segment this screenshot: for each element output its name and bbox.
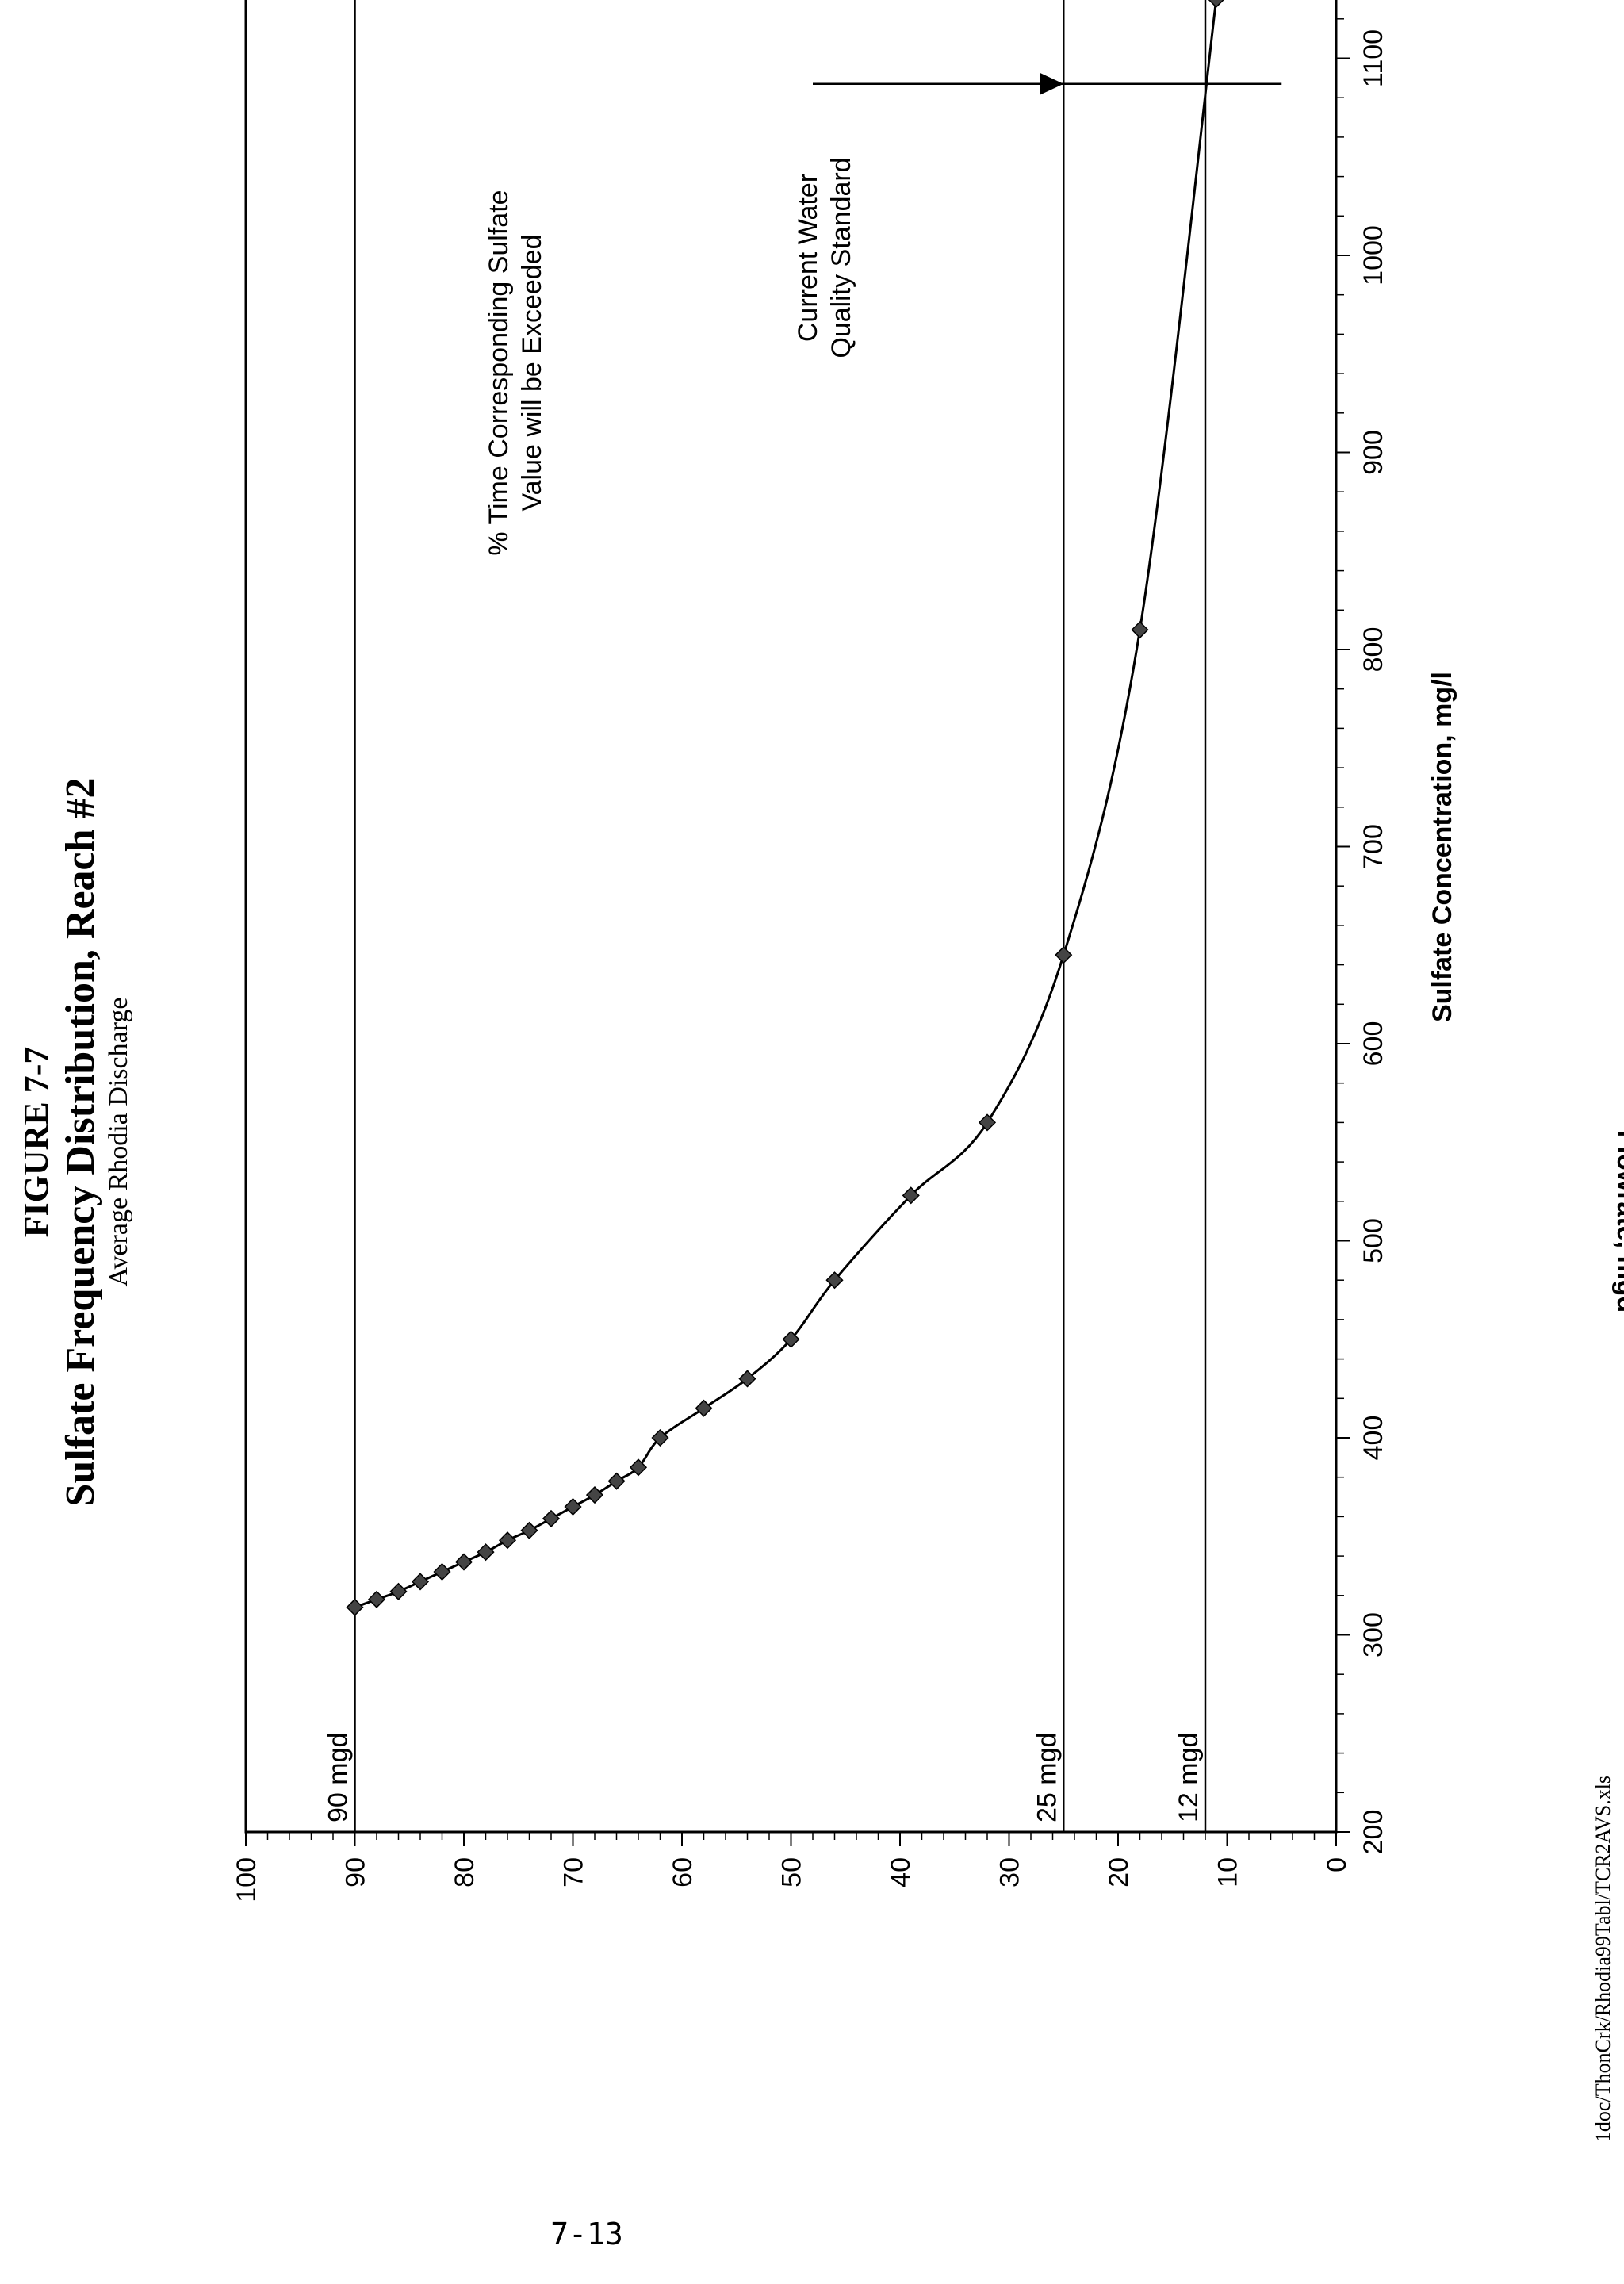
legend-note-line1: % Time Corresponding Sulfate bbox=[484, 190, 514, 555]
x-tick-label: 300 bbox=[1358, 1612, 1388, 1657]
data-point bbox=[607, 1472, 626, 1490]
x-tick-label: 500 bbox=[1358, 1218, 1388, 1263]
data-point bbox=[433, 1562, 451, 1581]
data-point bbox=[585, 1486, 604, 1504]
data-point bbox=[1131, 621, 1149, 639]
reference-flow-label: 90 mgd bbox=[324, 1733, 354, 1822]
data-point bbox=[782, 1330, 800, 1348]
y-tick-label: 10 bbox=[1213, 1857, 1243, 1887]
reference-lines: 90 mgd90%25 mgd50%12 mgd10% bbox=[324, 0, 1282, 1832]
page-number: 7-13 bbox=[550, 2217, 623, 2251]
y-tick-label: 30 bbox=[995, 1857, 1025, 1887]
legend-note-line2: Value will be Exceeded bbox=[517, 234, 547, 511]
y-tick-label: 70 bbox=[559, 1857, 589, 1887]
x-axis-label: Sulfate Concentration, mg/l bbox=[1427, 672, 1457, 1022]
y-tick-label: 20 bbox=[1104, 1857, 1134, 1887]
x-tick-label: 700 bbox=[1358, 824, 1388, 869]
data-point bbox=[520, 1521, 538, 1539]
y-tick-label: 0 bbox=[1322, 1857, 1352, 1872]
data-point bbox=[825, 1271, 844, 1290]
figure-label: FIGURE 7-7 bbox=[17, 1047, 56, 1238]
data-point bbox=[411, 1573, 430, 1591]
y-tick-label: 60 bbox=[668, 1857, 698, 1887]
standard-annotation-line1: Current Water bbox=[793, 174, 823, 342]
data-point bbox=[738, 1370, 756, 1388]
plot-area bbox=[244, 0, 1338, 1834]
data-point bbox=[1055, 946, 1073, 964]
x-tick-label: 400 bbox=[1358, 1416, 1388, 1461]
x-axis: 200300400500600700800900100011001200 bbox=[1336, 18, 1388, 1855]
standard-arrowhead bbox=[1040, 72, 1064, 95]
data-point bbox=[978, 1113, 997, 1132]
data-point bbox=[367, 1590, 386, 1608]
data-point bbox=[477, 1543, 495, 1562]
figure-title: Sulfate Frequency Distribution, Reach #2 bbox=[58, 777, 103, 1506]
y-tick-label: 100 bbox=[232, 1857, 262, 1903]
x-tick-label: 200 bbox=[1358, 1810, 1388, 1855]
y-tick-label: 80 bbox=[450, 1857, 480, 1887]
data-point bbox=[346, 1598, 364, 1616]
x-tick-label: 1100 bbox=[1358, 29, 1388, 87]
file-path: 1doc/ThonCrk/Rhodia99Tabl/TCR2AVS.xls bbox=[1591, 1776, 1614, 2142]
data-point bbox=[629, 1458, 648, 1477]
data-point bbox=[498, 1531, 517, 1550]
data-point bbox=[902, 1186, 920, 1205]
data-point bbox=[695, 1399, 713, 1417]
data-point bbox=[389, 1582, 408, 1600]
y-axis-label: Flowrate, mgd bbox=[1611, 1130, 1624, 1313]
reference-flow-label: 25 mgd bbox=[1032, 1733, 1062, 1822]
data-point bbox=[454, 1553, 473, 1571]
data-point bbox=[564, 1497, 582, 1516]
x-tick-label: 900 bbox=[1358, 430, 1388, 475]
reference-flow-label: 12 mgd bbox=[1174, 1733, 1204, 1822]
standard-annotation-line2: Quality Standard bbox=[826, 157, 856, 358]
data-point bbox=[1207, 0, 1225, 9]
x-tick-label: 800 bbox=[1358, 627, 1388, 673]
figure-subtitle: Average Rhodia Discharge bbox=[104, 997, 133, 1286]
y-axis: 0 10 20 30 40 50 60 70 80 90 100 bbox=[232, 1832, 1352, 1903]
x-tick-label: 1000 bbox=[1358, 225, 1388, 286]
x-tick-label: 600 bbox=[1358, 1021, 1388, 1067]
series-layer bbox=[346, 0, 1225, 1616]
y-tick-label: 90 bbox=[341, 1857, 371, 1887]
data-point bbox=[542, 1509, 561, 1527]
data-point bbox=[651, 1428, 669, 1447]
y-tick-label: 50 bbox=[777, 1857, 807, 1887]
y-tick-label: 40 bbox=[886, 1857, 916, 1887]
